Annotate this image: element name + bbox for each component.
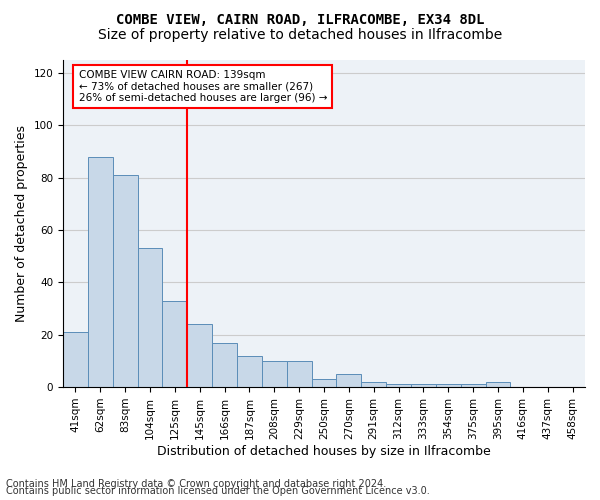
Bar [113,175,137,387]
Bar [88,157,113,387]
Bar [386,384,411,387]
Y-axis label: Number of detached properties: Number of detached properties [15,125,28,322]
Text: COMBE VIEW CAIRN ROAD: 139sqm
← 73% of detached houses are smaller (267)
26% of : COMBE VIEW CAIRN ROAD: 139sqm ← 73% of d… [79,70,327,103]
Bar [311,379,337,387]
Bar [287,361,311,387]
Bar [187,324,212,387]
Text: Contains HM Land Registry data © Crown copyright and database right 2024.: Contains HM Land Registry data © Crown c… [6,479,386,489]
Bar [163,300,187,387]
Bar [137,248,163,387]
Bar [212,342,237,387]
Bar [237,356,262,387]
Bar [461,384,485,387]
Text: COMBE VIEW, CAIRN ROAD, ILFRACOMBE, EX34 8DL: COMBE VIEW, CAIRN ROAD, ILFRACOMBE, EX34… [116,12,484,26]
X-axis label: Distribution of detached houses by size in Ilfracombe: Distribution of detached houses by size … [157,444,491,458]
Bar [337,374,361,387]
Bar [63,332,88,387]
Bar [411,384,436,387]
Text: Contains public sector information licensed under the Open Government Licence v3: Contains public sector information licen… [6,486,430,496]
Bar [485,382,511,387]
Text: Size of property relative to detached houses in Ilfracombe: Size of property relative to detached ho… [98,28,502,42]
Bar [436,384,461,387]
Bar [262,361,287,387]
Bar [361,382,386,387]
